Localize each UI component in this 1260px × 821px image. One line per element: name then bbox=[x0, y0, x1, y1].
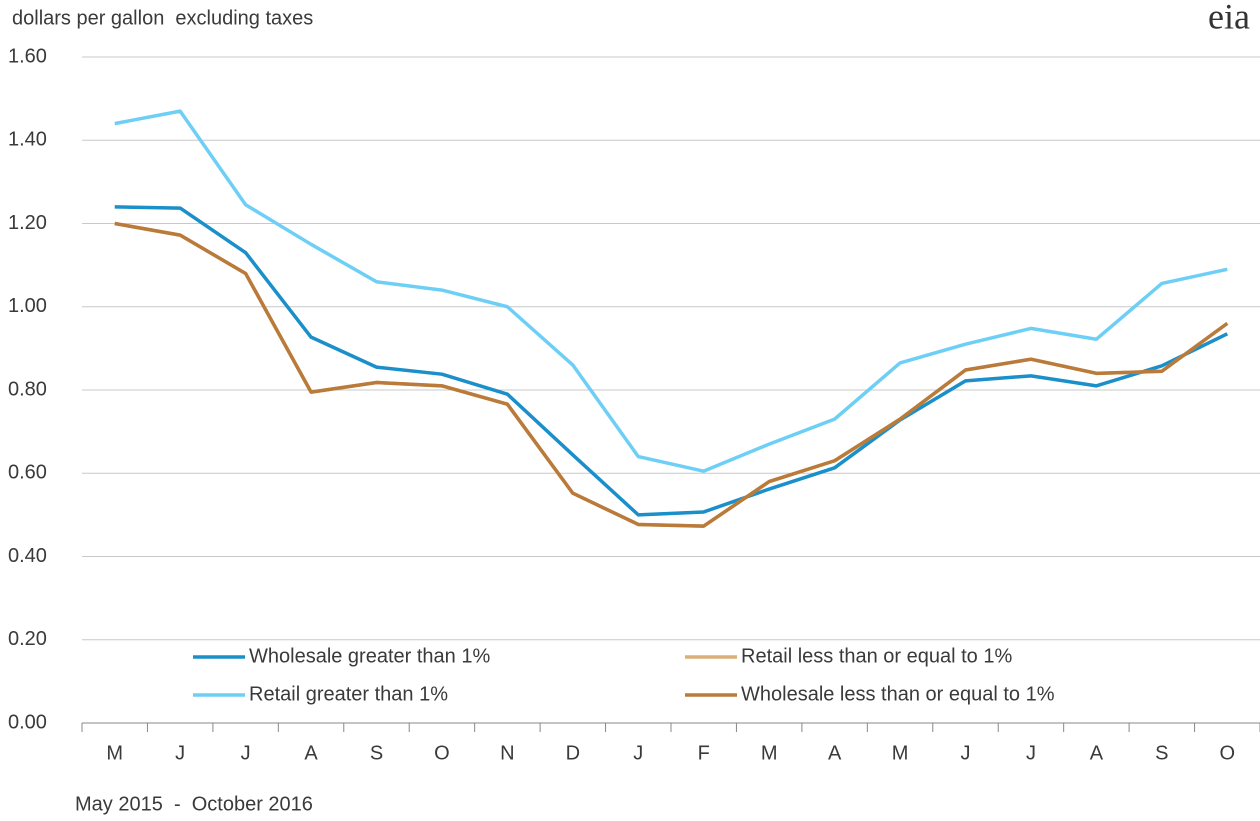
x-tick-label: S bbox=[370, 742, 383, 764]
legend-label: Wholesale greater than 1% bbox=[249, 645, 490, 667]
x-tick-label: J bbox=[1026, 742, 1036, 764]
y-tick-label: 0.60 bbox=[8, 462, 47, 484]
x-tick-label: N bbox=[500, 742, 514, 764]
x-tick-label: A bbox=[1090, 742, 1104, 764]
x-tick-label: A bbox=[304, 742, 318, 764]
series-line bbox=[114, 221, 1229, 528]
legend-label: Retail greater than 1% bbox=[249, 683, 448, 705]
x-tick-label: J bbox=[633, 742, 643, 764]
x-tick-label: A bbox=[828, 742, 842, 764]
x-tick-label: M bbox=[106, 742, 123, 764]
x-tick-label: S bbox=[1155, 742, 1168, 764]
note: May 2015 - October 2016 bbox=[75, 793, 313, 815]
y-tick-label: 0.40 bbox=[8, 545, 47, 567]
y-tick-label: 0.80 bbox=[8, 378, 47, 400]
x-tick-label: J bbox=[961, 742, 971, 764]
y-tick-label: 1.20 bbox=[8, 212, 47, 234]
x-tick-label: O bbox=[434, 742, 450, 764]
y-tick-label: 0.00 bbox=[8, 711, 47, 733]
x-tick-label: J bbox=[175, 742, 185, 764]
series-line bbox=[114, 221, 1229, 528]
y-tick-label: 1.00 bbox=[8, 295, 47, 317]
y-tick-label: 1.40 bbox=[8, 129, 47, 151]
series-line bbox=[114, 205, 1229, 517]
x-tick-label: F bbox=[698, 742, 710, 764]
x-tick-label: M bbox=[892, 742, 909, 764]
x-tick-label: O bbox=[1219, 742, 1235, 764]
legend-label: Retail less than or equal to 1% bbox=[741, 645, 1012, 667]
logo: eia bbox=[1208, 0, 1250, 36]
y-axis-label: dollars per gallon excluding taxes bbox=[12, 7, 313, 29]
legend-label: Wholesale less than or equal to 1% bbox=[741, 683, 1055, 705]
x-tick-label: J bbox=[241, 742, 251, 764]
y-tick-label: 1.60 bbox=[8, 45, 47, 67]
x-tick-label: M bbox=[761, 742, 778, 764]
x-tick-label: D bbox=[566, 742, 580, 764]
series-line bbox=[114, 109, 1228, 473]
y-tick-label: 0.20 bbox=[8, 628, 47, 650]
